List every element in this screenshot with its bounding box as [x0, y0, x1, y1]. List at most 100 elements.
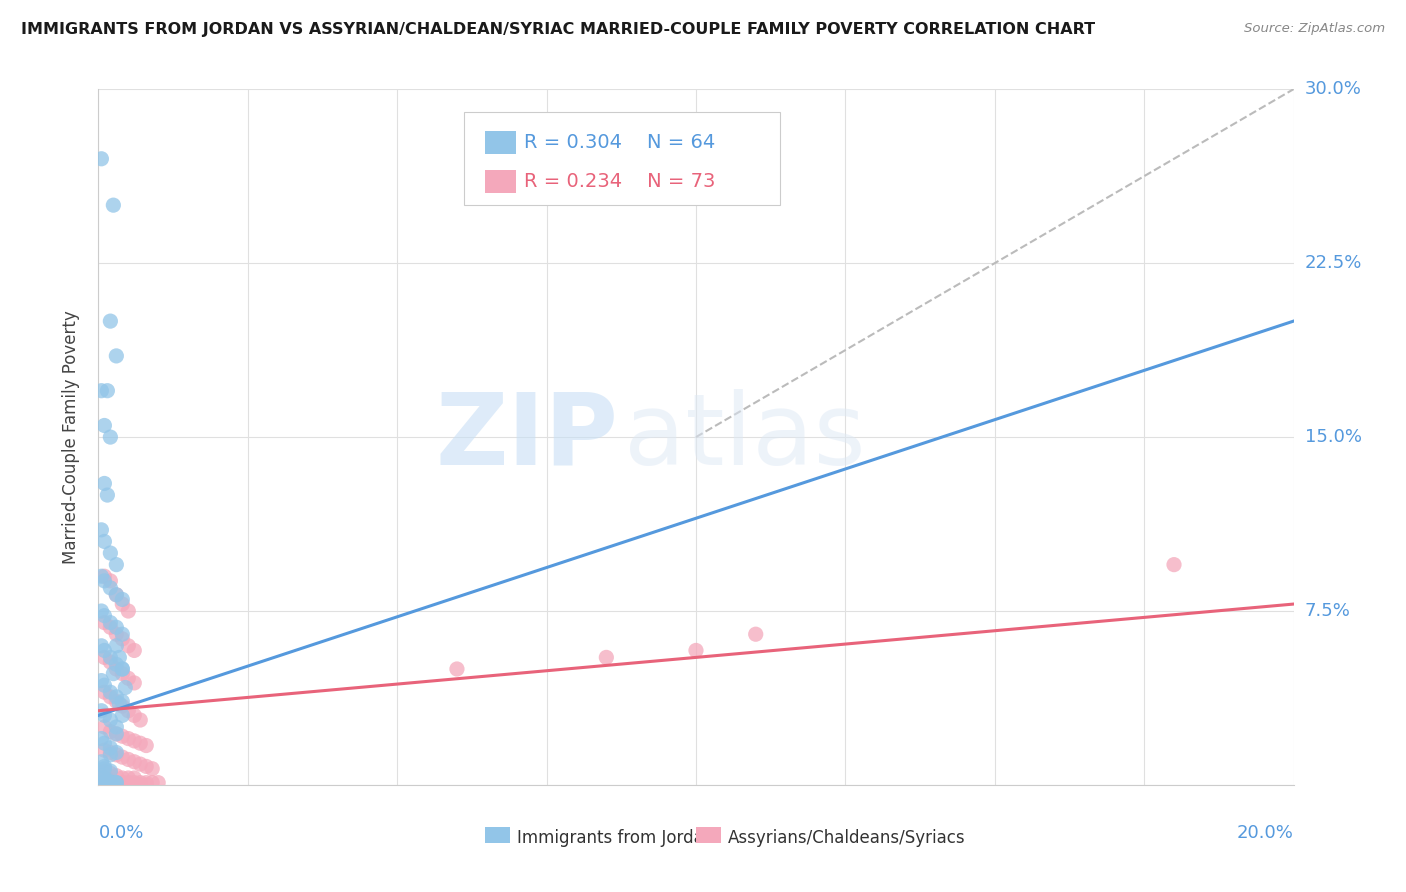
Point [124, 778, 146, 792]
Point [129, 778, 152, 792]
Point [105, 690, 128, 704]
Text: Source: ZipAtlas.com: Source: ZipAtlas.com [1244, 22, 1385, 36]
Point [446, 662, 468, 676]
Point [114, 681, 136, 695]
Point [105, 775, 128, 789]
Point [90, 731, 112, 746]
Point [93, 759, 115, 773]
Point [129, 713, 152, 727]
Point [124, 643, 146, 657]
Point [98, 773, 122, 788]
Point [135, 759, 157, 773]
Point [90, 755, 112, 769]
Point [141, 762, 163, 776]
Point [98, 574, 122, 588]
Point [96, 773, 118, 788]
Point [98, 655, 122, 669]
Point [105, 775, 128, 789]
Point [111, 662, 134, 676]
Point [98, 740, 122, 755]
Text: 15.0%: 15.0% [1305, 428, 1361, 446]
Text: 0.0%: 0.0% [98, 824, 143, 842]
Text: R = 0.304    N = 64: R = 0.304 N = 64 [524, 133, 716, 152]
Point [93, 418, 115, 433]
Point [105, 657, 128, 672]
Point [98, 685, 122, 699]
Point [141, 775, 163, 789]
Point [745, 627, 768, 641]
Point [111, 729, 134, 743]
Point [105, 662, 128, 676]
Point [111, 699, 134, 714]
Point [124, 708, 146, 723]
Point [111, 632, 134, 646]
Text: Immigrants from Jordan: Immigrants from Jordan [517, 829, 714, 847]
Point [90, 152, 112, 166]
Text: IMMIGRANTS FROM JORDAN VS ASSYRIAN/CHALDEAN/SYRIAC MARRIED-COUPLE FAMILY POVERTY: IMMIGRANTS FROM JORDAN VS ASSYRIAN/CHALD… [21, 22, 1095, 37]
Point [93, 608, 115, 623]
Point [93, 764, 115, 778]
Point [93, 643, 115, 657]
Point [124, 775, 146, 789]
Text: Assyrians/Chaldeans/Syriacs: Assyrians/Chaldeans/Syriacs [728, 829, 966, 847]
Point [103, 666, 125, 681]
Point [105, 769, 128, 783]
Point [105, 349, 128, 363]
Point [105, 727, 128, 741]
Point [98, 766, 122, 780]
Point [111, 771, 134, 785]
Point [93, 476, 115, 491]
Point [93, 574, 115, 588]
Point [111, 662, 134, 676]
Point [135, 778, 157, 792]
Point [98, 747, 122, 762]
Text: 22.5%: 22.5% [1305, 254, 1362, 272]
Point [90, 569, 112, 583]
Point [105, 746, 128, 760]
Point [111, 708, 134, 723]
Point [93, 775, 115, 789]
Point [111, 592, 134, 607]
Point [111, 597, 134, 611]
Text: 20.0%: 20.0% [1237, 824, 1294, 842]
Point [595, 650, 617, 665]
Point [105, 747, 128, 762]
Point [98, 724, 122, 739]
Point [117, 771, 139, 785]
Point [105, 727, 128, 741]
Point [117, 778, 139, 792]
Point [124, 734, 146, 748]
Point [111, 750, 134, 764]
Point [93, 736, 115, 750]
Point [105, 620, 128, 634]
Text: 30.0%: 30.0% [1305, 80, 1361, 98]
Point [98, 778, 122, 792]
Point [90, 769, 112, 783]
Point [96, 488, 118, 502]
Point [93, 569, 115, 583]
Point [117, 704, 139, 718]
Point [105, 775, 128, 789]
Point [124, 755, 146, 769]
Point [98, 430, 122, 444]
Point [105, 558, 128, 572]
Point [111, 775, 134, 789]
Point [105, 627, 128, 641]
Point [129, 757, 152, 772]
Point [124, 771, 146, 785]
Point [105, 720, 128, 734]
Point [105, 588, 128, 602]
Point [90, 639, 112, 653]
Point [129, 736, 152, 750]
Point [93, 678, 115, 692]
Point [117, 671, 139, 685]
Point [111, 627, 134, 641]
Point [93, 708, 115, 723]
Point [96, 384, 118, 398]
Y-axis label: Married-Couple Family Poverty: Married-Couple Family Poverty [62, 310, 80, 564]
Point [93, 615, 115, 630]
Point [90, 384, 112, 398]
Point [98, 746, 122, 760]
Point [117, 775, 139, 789]
Point [105, 588, 128, 602]
